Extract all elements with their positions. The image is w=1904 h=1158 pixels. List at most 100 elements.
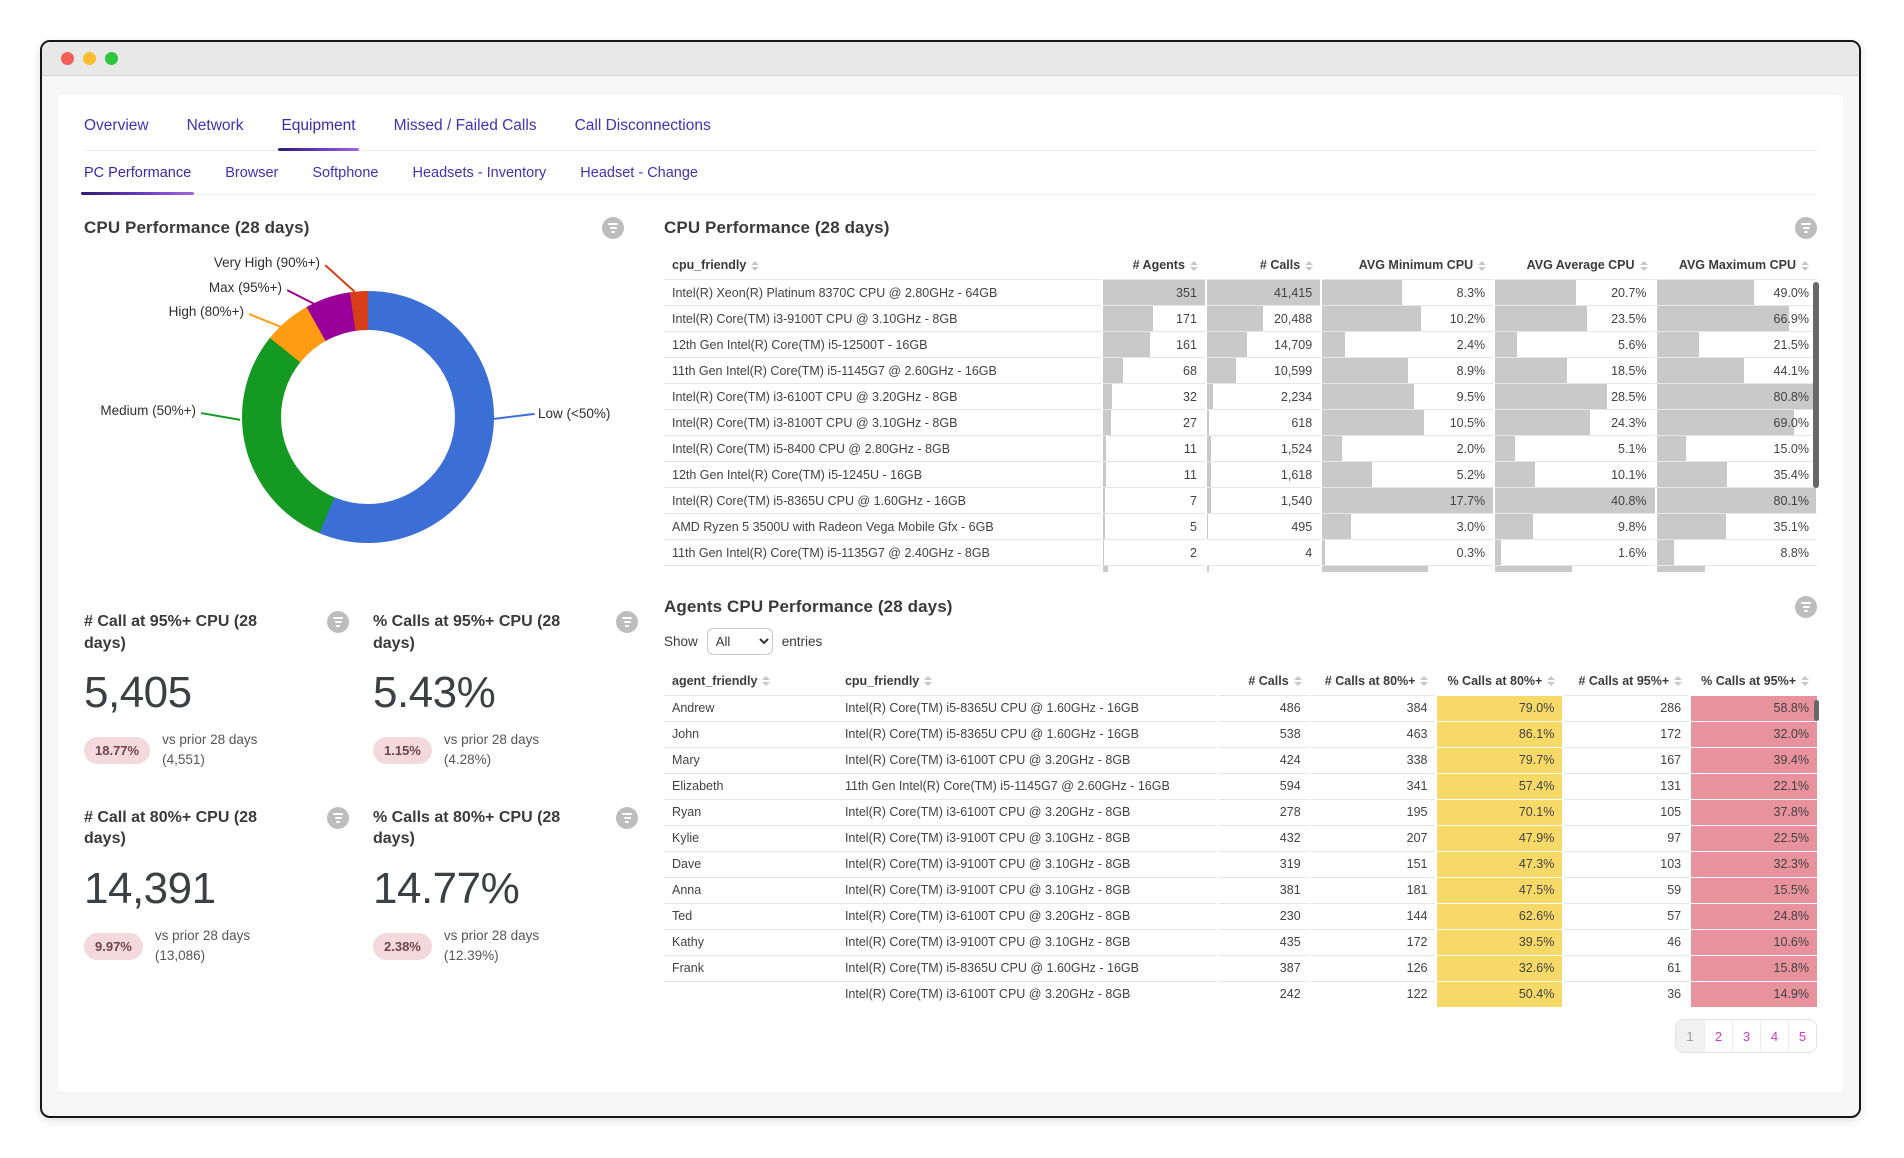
table-row: Intel(R) Core(TM) i3-6100T CPU @ 3.20GHz… — [664, 383, 1817, 410]
page-size-select[interactable]: All — [706, 627, 773, 655]
page-button-2[interactable]: 2 — [1704, 1020, 1732, 1052]
value-cell: 4 — [1204, 539, 1322, 566]
data-bar — [1496, 332, 1517, 357]
value-cell: 195 — [1308, 798, 1437, 825]
value-cell: 9.8% — [1493, 513, 1656, 540]
filter-icon[interactable] — [1795, 217, 1817, 239]
value-cell: 5.2% — [1320, 461, 1495, 488]
table-row: 11th Gen Intel(R) Core(TM) i5-1135G7 @ 2… — [664, 539, 1817, 566]
column-header-calls-at-80[interactable]: % Calls at 80%+ — [1436, 667, 1563, 696]
column-header-agents[interactable]: # Agents — [1102, 251, 1206, 280]
page-button-3[interactable]: 3 — [1732, 1020, 1760, 1052]
data-bar — [1104, 280, 1205, 305]
data-bar — [1323, 436, 1342, 461]
value-cell: 57.4% — [1435, 772, 1564, 799]
data-bar — [1207, 462, 1212, 487]
zoom-button[interactable] — [105, 52, 118, 65]
subtab-browser[interactable]: Browser — [225, 165, 279, 181]
close-button[interactable] — [61, 52, 74, 65]
value-cell: 432 — [1216, 824, 1310, 851]
agent-name-cell: Elizabeth — [664, 772, 837, 799]
minimize-button[interactable] — [83, 52, 96, 65]
value-cell: 37.8% — [1689, 798, 1817, 825]
value-cell: 2,234 — [1204, 383, 1322, 410]
table-row: 11th Gen Intel(R) Core(TM) i5-1145G7 @ 2… — [664, 357, 1817, 384]
filter-icon[interactable] — [602, 217, 624, 239]
kpi-title: # Call at 95%+ CPU (28 days) — [84, 613, 257, 652]
value-cell: 32.6% — [1435, 954, 1564, 981]
page-button-4[interactable]: 4 — [1760, 1020, 1788, 1052]
column-header-calls[interactable]: # Calls — [1206, 251, 1321, 280]
cpu-name-cell: Intel(R) Core(TM) i3-9100T CPU @ 3.10GHz… — [836, 850, 1218, 877]
vertical-scrollbar[interactable] — [1814, 699, 1819, 721]
vertical-scrollbar[interactable] — [1813, 282, 1819, 488]
subtab-softphone[interactable]: Softphone — [312, 165, 379, 181]
kpi-change-badge: 1.15% — [373, 736, 432, 764]
value-cell: 538 — [1216, 720, 1310, 747]
data-bar — [1323, 306, 1421, 331]
sort-icon — [751, 260, 760, 271]
agent-name-cell: Andrew — [664, 694, 837, 721]
sort-icon — [1801, 260, 1809, 271]
column-header-calls-at-80[interactable]: # Calls at 80%+ — [1310, 667, 1437, 696]
column-header-calls-at-95[interactable]: # Calls at 95%+ — [1563, 667, 1690, 696]
column-header-calls[interactable]: # Calls — [1217, 667, 1309, 696]
table-row: Kathy Intel(R) Core(TM) i3-9100T CPU @ 3.… — [664, 928, 1817, 955]
value-cell: 172 — [1308, 928, 1437, 955]
filter-icon[interactable] — [327, 806, 349, 829]
tab-network[interactable]: Network — [186, 117, 244, 134]
filter-icon[interactable] — [327, 611, 349, 633]
filter-icon[interactable] — [1795, 595, 1817, 618]
data-bar — [1104, 462, 1107, 487]
column-header-cpu-friendly[interactable]: cpu_friendly — [837, 667, 1217, 696]
donut-ring[interactable] — [242, 291, 494, 543]
sort-icon — [1420, 676, 1429, 687]
tab-call-disconnections[interactable]: Call Disconnections — [574, 117, 711, 134]
value-cell: 15.0% — [1654, 435, 1817, 462]
kpi-card-calls-at-80-cpu-28-days: % Calls at 80%+ CPU (28 days) 14.77% 2.38%… — [373, 806, 638, 967]
cpu-name-cell: Intel(R) Xeon(R) Platinum 8370C CPU @ 2.… — [664, 279, 1103, 306]
page-button-5[interactable]: 5 — [1788, 1020, 1816, 1052]
filter-icon[interactable] — [616, 806, 638, 829]
value-cell: 424 — [1216, 746, 1310, 773]
value-cell: 167 — [1562, 746, 1691, 773]
tab-overview[interactable]: Overview — [84, 117, 149, 134]
data-bar — [1323, 514, 1352, 539]
data-bar — [1323, 384, 1414, 409]
page-button-1[interactable]: 1 — [1676, 1020, 1704, 1052]
value-cell: 1,618 — [1204, 461, 1322, 488]
cpu-name-cell: Intel(R) Core(TM) i3-6100T CPU @ 3.20GHz… — [836, 902, 1218, 929]
agent-name-cell — [664, 980, 837, 1007]
tab-equipment[interactable]: Equipment — [278, 117, 359, 151]
data-bar — [1207, 514, 1209, 539]
value-cell: 151 — [1308, 850, 1437, 877]
table-row: Frank Intel(R) Core(TM) i5-8365U CPU @ 1.… — [664, 954, 1817, 981]
value-cell: 14,709 — [1204, 331, 1322, 358]
value-cell: 35.1% — [1654, 513, 1817, 540]
window-titlebar — [42, 42, 1859, 76]
column-header-avg-average-cpu[interactable]: AVG Average CPU — [1494, 251, 1655, 280]
data-bar — [1323, 410, 1424, 435]
value-cell: 32 — [1101, 383, 1206, 410]
table-row: 12th Gen Intel(R) Core(TM) i5-12500T - 1… — [664, 331, 1817, 358]
data-bar — [1323, 358, 1409, 383]
column-header-avg-maximum-cpu[interactable]: AVG Maximum CPU — [1656, 251, 1817, 280]
column-header-avg-minimum-cpu[interactable]: AVG Minimum CPU — [1321, 251, 1494, 280]
column-header-calls-at-95[interactable]: % Calls at 95%+ — [1690, 667, 1817, 696]
column-header-agent-friendly[interactable]: agent_friendly — [664, 667, 837, 696]
value-cell: 58.8% — [1689, 694, 1817, 721]
subtab-headset-change[interactable]: Headset - Change — [580, 165, 698, 181]
donut-label-max: Max (95%+) — [208, 280, 282, 295]
value-cell: 230 — [1216, 902, 1310, 929]
table-row: Intel(R) Core(TM) i3-8100T CPU @ 3.10GHz… — [664, 409, 1817, 436]
column-header-cpu-friendly[interactable]: cpu_friendly — [664, 251, 1102, 280]
subtab-pc-performance[interactable]: PC Performance — [80, 165, 195, 195]
donut-callout-line — [492, 412, 535, 420]
filter-icon[interactable] — [616, 611, 638, 633]
value-cell: 161 — [1101, 331, 1206, 358]
table-row: Intel(R) Core(TM) i3-6100T CPU @ 3.20GHz… — [664, 980, 1817, 1007]
subtab-headsets-inventory[interactable]: Headsets - Inventory — [412, 165, 547, 181]
value-cell: 36 — [1562, 980, 1691, 1007]
value-cell: 618 — [1204, 409, 1322, 436]
tab-missed-failed-calls[interactable]: Missed / Failed Calls — [393, 117, 537, 134]
